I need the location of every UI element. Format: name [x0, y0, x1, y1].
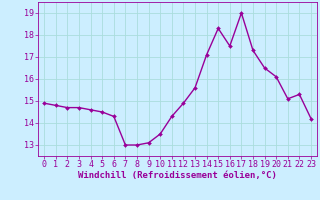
X-axis label: Windchill (Refroidissement éolien,°C): Windchill (Refroidissement éolien,°C) — [78, 171, 277, 180]
